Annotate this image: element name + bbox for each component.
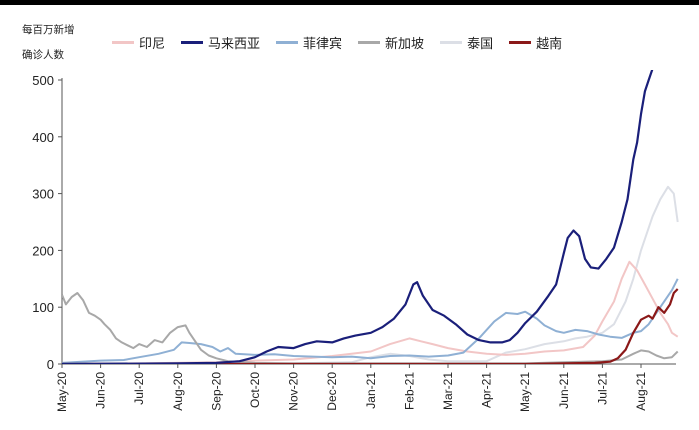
legend-label-5: 越南 [536, 37, 563, 52]
legend-swatch-2 [276, 41, 299, 44]
x-tick-label-14: Jul-21 [595, 372, 609, 405]
legend-label-3: 新加坡 [385, 37, 425, 52]
series-line-5 [62, 288, 679, 364]
legend-label-2: 菲律宾 [303, 37, 343, 52]
x-tick-label-0: May-20 [55, 372, 69, 412]
legend-item-1: 马来西亚 [181, 33, 260, 52]
y-tick-label-5: 500 [32, 73, 54, 88]
legend-label-0: 印尼 [139, 37, 166, 52]
x-tick-label-3: Aug-20 [171, 372, 185, 411]
series-line-2 [62, 278, 679, 364]
legend-item-5: 越南 [509, 33, 562, 52]
legend-label-4: 泰国 [467, 37, 494, 52]
legend-swatch-1 [181, 41, 204, 44]
legend-item-2: 菲律宾 [276, 33, 342, 52]
x-tick-label-6: Nov-20 [287, 372, 301, 411]
series-line-3 [62, 292, 679, 364]
legend-item-3: 新加坡 [358, 33, 424, 52]
x-tick-label-7: Dec-20 [325, 372, 339, 411]
x-tick-label-2: Jul-20 [132, 372, 146, 405]
top-bar [0, 0, 699, 5]
y-axis-label-line1: 每百万新增 [22, 24, 75, 36]
x-tick-label-12: May-21 [518, 372, 532, 412]
legend-swatch-4 [440, 41, 463, 44]
legend-item-4: 泰国 [440, 33, 493, 52]
series-line-0 [62, 260, 679, 364]
x-tick-label-10: Mar-21 [441, 372, 455, 410]
legend-item-0: 印尼 [112, 33, 165, 52]
x-tick-label-9: Feb-21 [402, 372, 416, 410]
x-tick-label-5: Oct-20 [248, 372, 262, 408]
x-tick-label-1: Jun-20 [94, 372, 108, 409]
x-tick-label-15: Aug-21 [634, 372, 648, 411]
legend-swatch-0 [112, 41, 134, 44]
series-line-1 [62, 70, 654, 364]
x-tick-label-11: Apr-21 [480, 372, 494, 408]
legend-label-1: 马来西亚 [208, 37, 261, 52]
series-lines [62, 70, 679, 364]
y-tick-label-3: 300 [32, 187, 54, 202]
y-tick-label-0: 0 [47, 357, 54, 372]
x-tick-label-4: Sep-20 [209, 372, 223, 411]
chart-legend: 印尼 马来西亚 菲律宾 新加坡 泰国 越南 [112, 33, 578, 52]
y-axis: 0 100 200 300 400 500 [32, 73, 63, 372]
x-tick-label-13: Jun-21 [557, 372, 571, 409]
legend-swatch-3 [358, 41, 381, 44]
x-axis: May-20 Jun-20 Jul-20 Aug-20 Sep-20 Oct-20 Nov-… [55, 363, 676, 412]
y-tick-label-1: 100 [32, 300, 54, 315]
legend-swatch-5 [509, 41, 532, 44]
series-line-4 [62, 185, 679, 364]
y-axis-label-line2: 确诊人数 [22, 49, 64, 61]
x-tick-label-8: Jan-21 [364, 372, 378, 409]
y-tick-label-4: 400 [32, 130, 54, 145]
y-tick-label-2: 200 [32, 243, 54, 258]
